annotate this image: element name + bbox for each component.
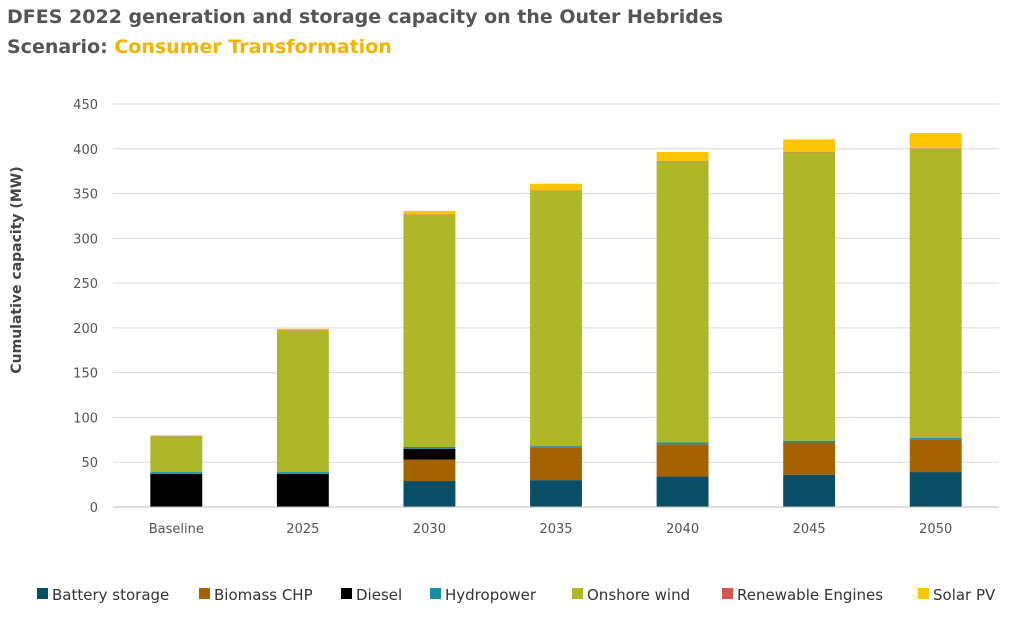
legend-swatch bbox=[722, 588, 733, 599]
bar-segment-biomass-chp bbox=[656, 444, 709, 477]
y-tick-label: 450 bbox=[73, 98, 98, 113]
bar-segment-onshore-wind bbox=[656, 161, 709, 443]
bar-segment-solar-pv bbox=[276, 328, 329, 331]
bar-segment-battery-storage bbox=[783, 474, 836, 507]
bar-segment-diesel bbox=[276, 473, 329, 507]
bar-segment-solar-pv bbox=[530, 183, 582, 191]
y-tick-label: 350 bbox=[73, 188, 98, 203]
chart-title: DFES 2022 generation and storage capacit… bbox=[7, 6, 724, 28]
bar-segment-solar-pv bbox=[783, 139, 836, 152]
legend-label: Solar PV bbox=[933, 586, 996, 604]
legend-swatch bbox=[572, 588, 583, 599]
bar-segment-hydropower bbox=[530, 446, 582, 448]
bar-segment-onshore-wind bbox=[909, 148, 962, 439]
legend-label: Hydropower bbox=[445, 586, 537, 604]
x-axis-ticks: Baseline 2025 2030 2035 2040 2045 2050 bbox=[149, 522, 953, 537]
bar-segment-hydropower bbox=[909, 438, 962, 440]
bar-segment-onshore-wind bbox=[783, 152, 836, 441]
legend-swatch bbox=[918, 588, 929, 599]
legend-swatch bbox=[37, 588, 48, 599]
scenario-name: Consumer Transformation bbox=[114, 36, 392, 58]
bar-segment-solar-pv bbox=[656, 151, 709, 161]
chart-subtitle: Scenario: Consumer Transformation bbox=[7, 36, 392, 58]
legend-label: Battery storage bbox=[52, 586, 169, 604]
bar-segment-onshore-wind bbox=[530, 190, 582, 447]
bar-segment-hydropower bbox=[276, 472, 329, 474]
y-tick-label: 250 bbox=[73, 277, 98, 292]
y-axis-label: Cumulative capacity (MW) bbox=[9, 166, 25, 373]
bar-segment-diesel bbox=[150, 473, 203, 507]
bar-segment-onshore-wind bbox=[403, 215, 456, 447]
legend: Battery storage Biomass CHP Diesel Hydropow… bbox=[37, 586, 996, 604]
bar-segment-biomass-chp bbox=[403, 459, 456, 482]
y-tick-label: 400 bbox=[73, 143, 98, 158]
bar-segment-solar-pv bbox=[909, 133, 962, 149]
legend-swatch bbox=[199, 588, 210, 599]
x-tick-label: 2040 bbox=[666, 522, 699, 537]
x-tick-label: Baseline bbox=[149, 522, 204, 537]
y-tick-label: 0 bbox=[90, 501, 98, 516]
y-tick-label: 300 bbox=[73, 232, 98, 247]
bar-segment-biomass-chp bbox=[783, 442, 836, 475]
x-tick-label: 2045 bbox=[793, 522, 826, 537]
y-tick-label: 50 bbox=[81, 456, 98, 471]
x-tick-label: 2035 bbox=[539, 522, 572, 537]
bar-segment-biomass-chp bbox=[530, 447, 582, 481]
y-axis-ticks: 0 50 100 150 200 250 300 350 400 450 bbox=[73, 98, 98, 516]
x-tick-label: 2050 bbox=[919, 522, 952, 537]
legend-label: Onshore wind bbox=[587, 586, 690, 604]
y-tick-label: 200 bbox=[73, 322, 98, 337]
bar-segment-hydropower bbox=[403, 446, 456, 449]
bar-segment-battery-storage bbox=[403, 481, 456, 507]
y-tick-label: 150 bbox=[73, 367, 98, 382]
x-tick-label: 2030 bbox=[413, 522, 446, 537]
x-tick-label: 2025 bbox=[286, 522, 319, 537]
y-tick-label: 100 bbox=[73, 411, 98, 426]
bar-segment-onshore-wind bbox=[150, 436, 203, 473]
legend-label: Renewable Engines bbox=[737, 586, 883, 604]
legend-label: Diesel bbox=[356, 586, 402, 604]
bar-segment-onshore-wind bbox=[276, 330, 329, 473]
bar-segment-battery-storage bbox=[530, 480, 582, 507]
bar-segment-diesel bbox=[403, 448, 456, 460]
bar-segment-battery-storage bbox=[909, 472, 962, 507]
bar-segment-hydropower bbox=[656, 442, 709, 445]
bar-segment-solar-pv bbox=[403, 211, 456, 215]
legend-label: Biomass CHP bbox=[214, 586, 313, 604]
legend-swatch bbox=[341, 588, 352, 599]
bar-segment-battery-storage bbox=[656, 476, 709, 507]
bar-stacks bbox=[150, 133, 962, 507]
bar-segment-hydropower bbox=[150, 472, 203, 474]
subtitle-prefix: Scenario: bbox=[7, 36, 115, 58]
bar-segment-biomass-chp bbox=[909, 439, 962, 473]
bar-segment-hydropower bbox=[783, 440, 836, 443]
legend-swatch bbox=[430, 588, 441, 599]
